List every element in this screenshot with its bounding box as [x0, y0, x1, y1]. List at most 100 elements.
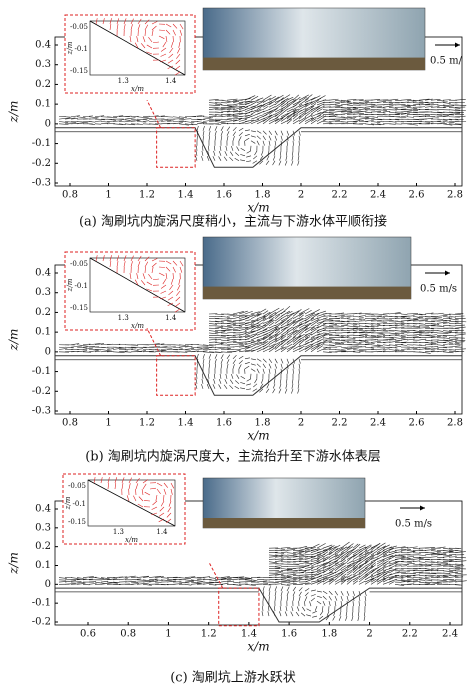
y-tick-label: -0.3 — [32, 406, 51, 417]
vector — [106, 348, 114, 350]
vector — [148, 274, 153, 280]
vector — [318, 615, 324, 620]
inset-y-tick-label: -0.15 — [70, 304, 88, 312]
inset-y-label: z/m — [66, 278, 74, 292]
vector — [244, 134, 250, 137]
x-tick-label: 1.8 — [321, 629, 337, 640]
vector — [214, 111, 224, 114]
vector — [220, 351, 233, 353]
vector — [376, 565, 387, 572]
vector — [292, 554, 305, 558]
vector — [352, 590, 355, 596]
vector — [250, 324, 261, 331]
vector — [168, 53, 174, 59]
vector — [286, 577, 298, 580]
vector — [128, 483, 131, 490]
vector — [340, 564, 352, 572]
vector — [232, 338, 242, 341]
vector — [352, 325, 361, 327]
scale-arrowhead — [445, 270, 450, 276]
inset-y-tick-label: -0.15 — [68, 518, 86, 526]
vector — [238, 322, 246, 324]
vector — [310, 313, 320, 319]
vector — [340, 590, 344, 596]
vector — [304, 583, 312, 585]
vector — [388, 332, 400, 335]
vector — [213, 378, 216, 384]
vector — [382, 555, 394, 560]
vector — [160, 500, 165, 507]
vector — [370, 99, 380, 101]
vector — [232, 581, 241, 584]
vector — [178, 123, 189, 126]
vector — [322, 544, 333, 549]
vector — [124, 348, 133, 350]
vector — [268, 311, 277, 317]
vector — [310, 597, 316, 602]
vector — [220, 122, 229, 125]
vector — [400, 101, 410, 103]
vector — [151, 512, 158, 516]
vector — [238, 349, 251, 353]
vector — [442, 322, 450, 324]
vector — [136, 123, 144, 125]
vector — [130, 255, 134, 262]
vector — [436, 330, 444, 332]
vector — [244, 321, 255, 324]
vector — [214, 103, 223, 106]
vector — [262, 315, 273, 322]
vector — [322, 571, 334, 576]
vector — [141, 43, 146, 49]
vector — [436, 118, 448, 121]
vector — [430, 336, 441, 338]
vector — [214, 123, 222, 125]
vector — [316, 111, 326, 118]
vector — [286, 368, 288, 374]
vector — [454, 333, 466, 336]
vector — [358, 108, 371, 110]
vector — [256, 337, 265, 343]
vector — [262, 323, 270, 329]
vector — [454, 343, 462, 346]
vector — [436, 554, 447, 556]
vector — [358, 318, 366, 320]
vector — [424, 334, 436, 337]
y-tick-label: -0.3 — [32, 178, 51, 189]
vector — [256, 313, 263, 317]
vector — [442, 105, 455, 108]
vector — [280, 358, 284, 364]
vector — [412, 331, 425, 334]
vector — [358, 580, 366, 585]
vector — [298, 358, 301, 364]
vector — [232, 127, 237, 132]
vector — [448, 574, 457, 577]
x-tick-label: 1.2 — [139, 418, 155, 429]
vector — [418, 344, 427, 347]
vector — [144, 261, 149, 268]
vector — [165, 272, 168, 279]
vector — [376, 324, 385, 327]
vector — [176, 290, 181, 296]
vector — [280, 586, 284, 592]
vector — [136, 121, 147, 123]
vector-field — [58, 94, 467, 166]
vector — [339, 611, 342, 617]
vector — [394, 343, 404, 346]
vector — [304, 577, 316, 581]
vector — [364, 591, 367, 597]
vector — [160, 579, 173, 582]
vector — [165, 23, 172, 28]
vector — [436, 332, 449, 334]
vector — [448, 331, 458, 334]
vector — [412, 103, 420, 106]
vector — [430, 99, 441, 101]
vector — [358, 555, 367, 560]
vector — [454, 326, 466, 329]
vector — [109, 18, 112, 25]
vector — [358, 99, 369, 102]
vector — [376, 106, 386, 109]
vector — [406, 325, 416, 327]
x-tick-label: 1.4 — [178, 190, 194, 201]
vector — [364, 104, 376, 106]
vector — [280, 368, 283, 374]
